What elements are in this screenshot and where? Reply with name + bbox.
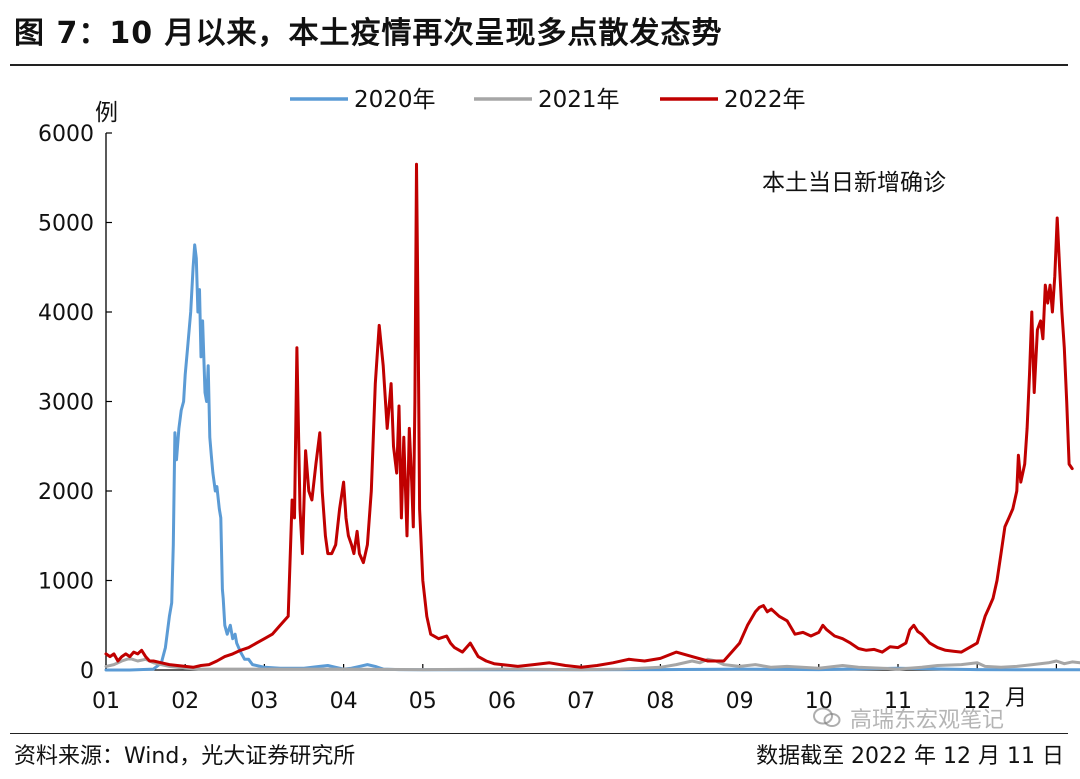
x-tick-label: 11 xyxy=(884,689,912,714)
legend: 2020年 2021年 2022年 xyxy=(290,87,806,113)
series-line-2022 xyxy=(104,162,1074,669)
x-tick-label: 09 xyxy=(726,689,754,714)
legend-label-2020: 2020年 xyxy=(354,87,436,113)
watermark-text: 高瑞东宏观笔记 xyxy=(850,708,1005,733)
y-tick-label: 6000 xyxy=(38,122,94,147)
ylabel: 例 xyxy=(95,100,118,126)
legend-label-2021: 2021年 xyxy=(538,87,620,113)
source-note: 资料来源：Wind，光大证券研究所 xyxy=(14,744,356,769)
y-tick-label: 0 xyxy=(80,659,94,684)
x-tick-label: 05 xyxy=(409,689,437,714)
series-line-2021 xyxy=(104,656,1080,672)
x-tick-label: 03 xyxy=(250,689,278,714)
x-tick-label: 02 xyxy=(171,689,199,714)
x-tick-label: 04 xyxy=(330,689,358,714)
series-lines xyxy=(104,162,1080,672)
x-tick-label: 12 xyxy=(963,689,991,714)
x-tick-label: 06 xyxy=(488,689,516,714)
x-tick-label: 08 xyxy=(646,689,674,714)
y-tick-label: 2000 xyxy=(38,480,94,505)
footer-rule xyxy=(10,733,1068,734)
data-cutoff-note: 数据截至 2022 年 12 月 11 日 xyxy=(756,744,1064,769)
figure-title: 图 7：10 月以来，本土疫情再次呈现多点散发态势 xyxy=(14,16,723,51)
y-tick-label: 3000 xyxy=(38,391,94,416)
series-line-2020 xyxy=(104,243,1080,672)
wechat-icon xyxy=(813,707,841,727)
y-tick-label: 1000 xyxy=(38,570,94,595)
x-unit-label: 月 xyxy=(1005,686,1027,711)
annotation-label: 本土当日新增确诊 xyxy=(762,170,946,196)
y-tick-label: 4000 xyxy=(38,301,94,326)
title-rule xyxy=(10,64,1068,66)
y-tick-label: 5000 xyxy=(38,212,94,237)
watermark: 高瑞东宏观笔记 xyxy=(812,702,1004,734)
legend-label-2022: 2022年 xyxy=(724,87,806,113)
axes: 6000 5000 4000 3000 2000 1000 0 01 02 03 04 05 06 07 0… xyxy=(38,122,1060,714)
x-tick-label: 07 xyxy=(567,689,595,714)
x-tick-label: 01 xyxy=(92,689,120,714)
